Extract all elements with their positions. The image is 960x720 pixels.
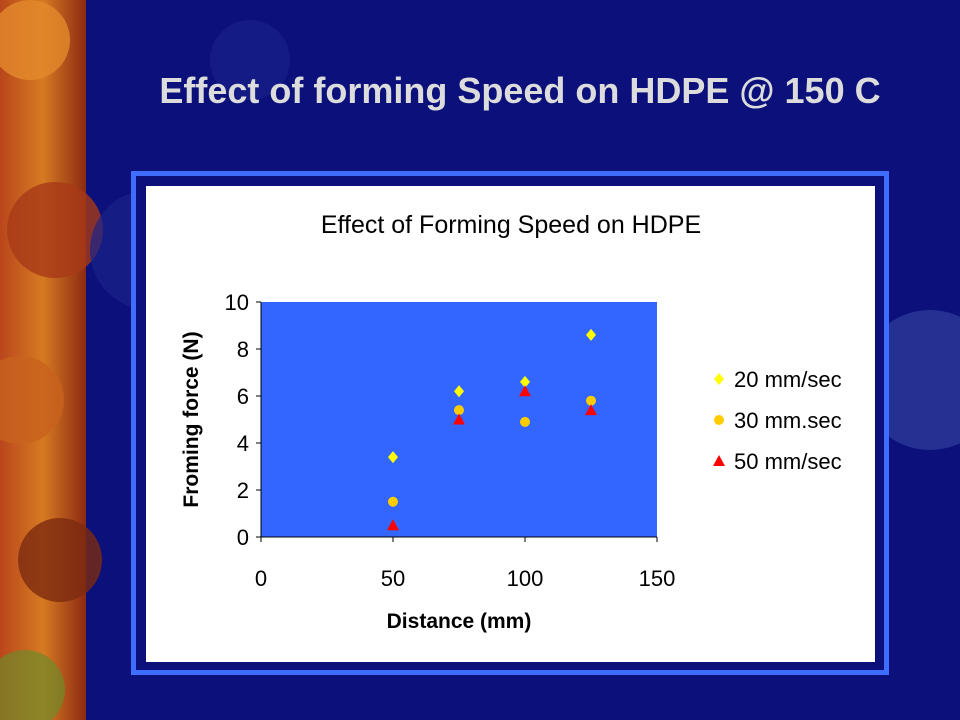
data-point-diamond — [586, 328, 596, 341]
y-tick-label: 2 — [237, 478, 249, 503]
data-point-diamond — [520, 375, 530, 388]
legend-label: 50 mm/sec — [734, 449, 842, 474]
x-tick-label: 100 — [507, 566, 544, 591]
x-axis-label: Distance (mm) — [387, 610, 532, 633]
data-point-circle — [586, 395, 596, 406]
data-point-circle — [520, 416, 530, 427]
x-tick-label: 50 — [381, 566, 405, 591]
slide-title: Effect of forming Speed on HDPE @ 150 C — [159, 70, 881, 111]
y-tick-label: 0 — [237, 525, 249, 550]
chart-title: Effect of Forming Speed on HDPE — [321, 211, 701, 239]
data-point-diamond — [388, 451, 398, 464]
data-point-triangle — [453, 413, 465, 425]
chart-panel: Effect of Forming Speed on HDPE 0 2 4 6 8 10 0… — [146, 186, 875, 662]
y-tick-label: 8 — [237, 337, 249, 362]
legend-label: 20 mm/sec — [734, 367, 842, 392]
x-tick-label: 0 — [255, 566, 267, 591]
data-point-triangle — [519, 385, 531, 397]
y-tick-label: 6 — [237, 384, 249, 409]
data-point-triangle — [387, 519, 399, 531]
legend: 20 mm/sec 30 mm.sec 50 mm/sec — [713, 367, 842, 474]
scatter-chart: Effect of Forming Speed on HDPE 02468100… — [180, 211, 842, 633]
legend-label: 30 mm.sec — [734, 408, 842, 433]
data-point-triangle — [585, 404, 597, 416]
data-point-circle — [454, 405, 464, 416]
legend-marker-diamond — [714, 373, 724, 385]
y-tick-label: 10 — [225, 290, 249, 315]
legend-marker-triangle — [713, 455, 725, 466]
data-point-diamond — [454, 385, 464, 398]
y-axis-label: Froming force (N) — [180, 331, 203, 507]
y-tick-label: 4 — [237, 431, 249, 456]
data-point-circle — [388, 496, 398, 507]
x-tick-label: 150 — [639, 566, 676, 591]
legend-marker-circle — [714, 415, 724, 425]
